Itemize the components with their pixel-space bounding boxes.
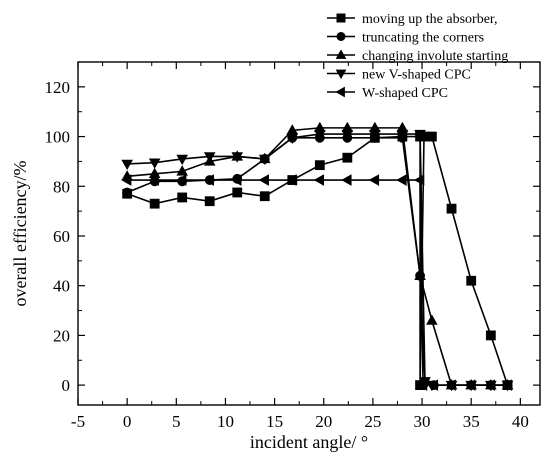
legend: moving up the absorber, truncating the co… [327, 12, 508, 101]
triangle-down-marker [314, 129, 326, 141]
y-axis-ticks: 0 20 40 60 80 100 120 [45, 78, 540, 395]
x-tick-label: 30 [414, 412, 431, 431]
square-marker [314, 160, 325, 171]
legend-label: new V-shaped CPC [362, 68, 471, 83]
square-marker [232, 187, 243, 198]
triangle-down-marker [258, 154, 271, 166]
plot-frame [77, 61, 541, 406]
x-tick-label: 15 [266, 412, 283, 431]
triangle-left-marker [176, 174, 187, 186]
triangle-down-marker [121, 159, 133, 171]
triangle-left-marker [203, 174, 214, 186]
circle-marker [336, 31, 346, 41]
circle-marker [122, 187, 133, 198]
triangle-down-marker [231, 152, 244, 163]
square-marker [446, 203, 457, 214]
x-tick-label: 20 [315, 412, 332, 431]
square-marker [426, 131, 437, 142]
triangle-down-marker [148, 158, 161, 169]
series-4 [121, 174, 512, 391]
square-marker [149, 198, 160, 209]
triangle-down-marker [176, 154, 188, 166]
x-tick-label: 35 [463, 412, 480, 431]
triangle-down-marker [369, 129, 381, 141]
x-axis-ticks: -5 0 5 10 15 20 25 30 35 40 [71, 62, 529, 431]
triangle-left-marker [231, 174, 242, 186]
y-tick-label: 20 [53, 326, 70, 345]
square-marker [177, 192, 188, 203]
triangle-left-marker [258, 174, 269, 186]
plot-border [77, 61, 541, 406]
triangle-down-marker [414, 129, 426, 141]
y-tick-label: 0 [62, 376, 71, 395]
y-tick-label: 120 [45, 78, 71, 97]
x-tick-label: 25 [364, 412, 381, 431]
triangle-down-marker [286, 133, 299, 144]
legend-item: W-shaped CPC [327, 86, 448, 101]
legend-label: W-shaped CPC [362, 86, 448, 101]
x-tick-label: 0 [123, 412, 132, 431]
y-tick-label: 80 [53, 177, 70, 196]
triangle-down-marker [341, 129, 354, 141]
triangle-left-marker [313, 174, 325, 186]
x-tick-label: 5 [172, 412, 181, 431]
series-lines [121, 121, 514, 392]
triangle-left-marker [465, 379, 476, 391]
triangle-up-marker [176, 165, 188, 176]
triangle-left-marker [445, 379, 456, 391]
square-marker [336, 13, 346, 23]
triangle-left-marker [368, 174, 380, 186]
triangle-left-marker [286, 174, 297, 186]
triangle-down-marker [203, 152, 216, 163]
legend-item: new V-shaped CPC [327, 68, 471, 83]
y-tick-label: 40 [53, 277, 70, 296]
triangle-left-marker [427, 379, 439, 391]
triangle-left-marker [335, 86, 345, 98]
triangle-left-marker [501, 379, 512, 391]
triangle-up-marker [426, 314, 438, 325]
legend-label: truncating the corners [362, 31, 484, 46]
y-tick-label: 100 [45, 128, 71, 147]
legend-item: moving up the absorber, [327, 12, 498, 27]
square-marker [466, 275, 477, 286]
square-marker [485, 330, 496, 341]
x-tick-label: -5 [71, 412, 85, 431]
legend-item: truncating the corners [327, 31, 484, 46]
triangle-left-marker [484, 379, 496, 391]
triangle-down-marker [396, 129, 409, 141]
triangle-left-marker [341, 174, 352, 186]
legend-item: changing involute starting [327, 49, 508, 64]
triangle-left-marker [396, 174, 407, 186]
square-marker [342, 152, 353, 163]
x-tick-label: 40 [512, 412, 529, 431]
triangle-left-marker [121, 174, 132, 186]
triangle-left-marker [416, 379, 428, 391]
y-tick-label: 60 [53, 227, 70, 246]
square-marker [204, 196, 215, 207]
square-marker [259, 191, 270, 202]
legend-label: moving up the absorber, [362, 12, 498, 27]
y-axis-label: overall efficiency/% [10, 160, 30, 306]
legend-label: changing involute starting [362, 49, 508, 64]
triangle-down-marker [335, 69, 347, 80]
triangle-left-marker [148, 174, 159, 186]
x-axis-label: incident angle/ ° [250, 432, 368, 452]
triangle-up-marker [335, 49, 347, 59]
triangle-left-marker [413, 174, 425, 186]
x-tick-label: 10 [217, 412, 234, 431]
